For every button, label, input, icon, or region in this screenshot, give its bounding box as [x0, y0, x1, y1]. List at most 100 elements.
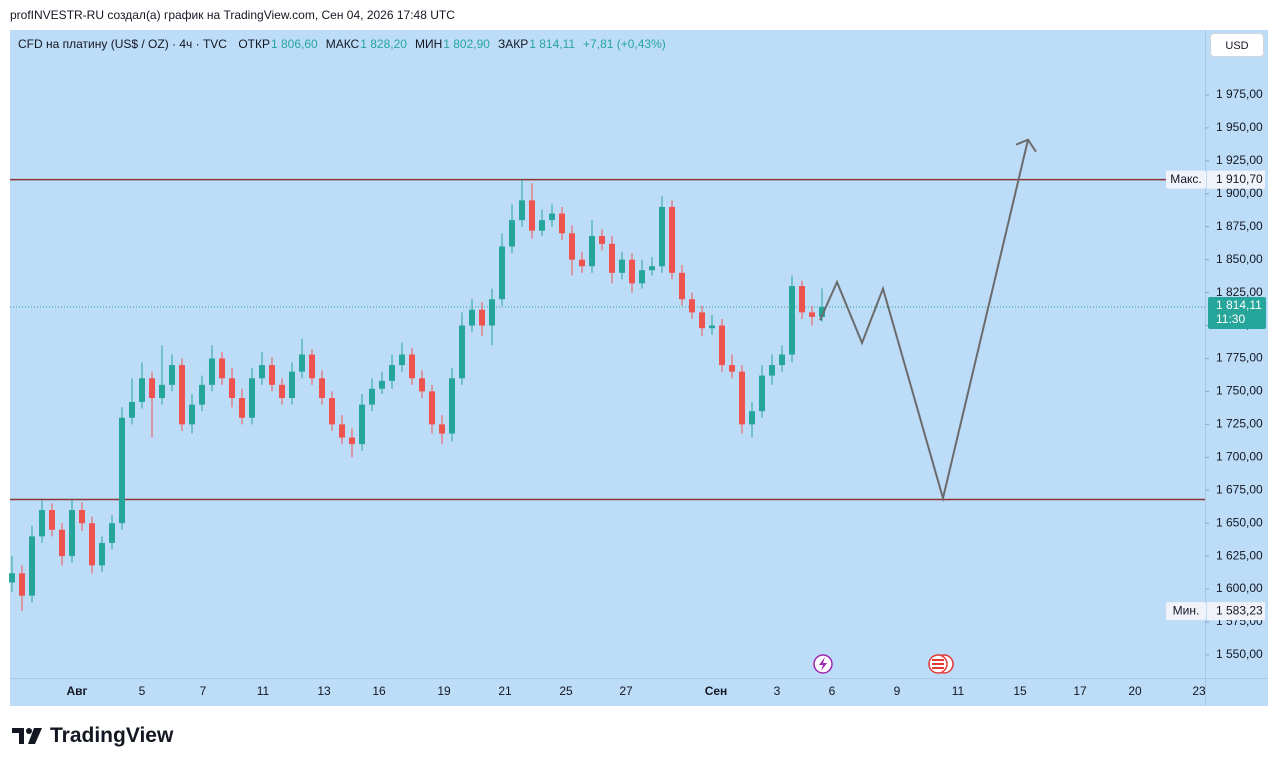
- x-tick-label: 13: [317, 684, 331, 698]
- candle-body: [599, 235, 605, 244]
- candle-body: [419, 378, 425, 392]
- candle-body: [429, 391, 435, 425]
- x-tick-label: 7: [200, 684, 207, 698]
- candle-body: [349, 437, 355, 445]
- stat-name: ОТКР: [238, 37, 270, 51]
- event-icon: [928, 654, 954, 674]
- candle-body: [499, 246, 505, 300]
- extreme-tag: Мин.: [1173, 603, 1200, 617]
- candle-body: [219, 358, 225, 379]
- candle-body: [389, 365, 395, 381]
- candle-body: [319, 378, 325, 399]
- y-tick-label: 1 900,00: [1216, 186, 1263, 200]
- candle-body: [669, 206, 675, 273]
- candle-body: [19, 573, 25, 596]
- candle-body: [239, 398, 245, 418]
- last-price-label: 1 814,11: [1216, 298, 1262, 312]
- x-tick-label: 21: [498, 684, 512, 698]
- forecast-arrowhead: [1015, 138, 1037, 153]
- candle-body: [579, 259, 585, 267]
- candle-body: [489, 299, 495, 326]
- candle-body: [749, 411, 755, 425]
- candle-body: [109, 523, 115, 543]
- stat-value: 1 806,60: [270, 37, 318, 51]
- candle-body: [259, 365, 265, 379]
- candle-body: [689, 299, 695, 313]
- y-tick-label: 1 700,00: [1216, 449, 1263, 463]
- stat-value: 1 828,20: [360, 37, 407, 51]
- candle-body: [679, 272, 685, 300]
- candle-body: [589, 235, 595, 267]
- candle-body: [279, 384, 285, 399]
- event-icon: [813, 654, 833, 674]
- candle-body: [799, 286, 805, 313]
- extreme-value: 1 910,70: [1216, 172, 1263, 186]
- candle-body: [759, 375, 765, 412]
- extreme-value-box: [1207, 170, 1265, 189]
- chart-background: [10, 30, 1268, 706]
- candle-body: [379, 380, 385, 389]
- candle-body: [619, 259, 625, 273]
- y-tick-label: 1 875,00: [1216, 219, 1263, 233]
- x-tick-label: 15: [1013, 684, 1027, 698]
- candle-body: [249, 378, 255, 418]
- candle-body: [629, 259, 635, 284]
- candle-body: [709, 325, 715, 329]
- x-tick-label: 17: [1073, 684, 1087, 698]
- candle-body: [329, 398, 335, 425]
- candle-body: [179, 365, 185, 425]
- symbol-title: CFD на платину (US$ / OZ) · 4ч · TVC: [18, 37, 227, 51]
- candle-body: [39, 510, 45, 537]
- candle-body: [539, 220, 545, 231]
- candle-body: [529, 200, 535, 231]
- currency-button[interactable]: USD: [1210, 33, 1264, 57]
- candle-body: [199, 384, 205, 405]
- last-price-box: [1208, 296, 1266, 329]
- x-tick-label: Сен: [705, 684, 728, 698]
- legend: CFD на платину (US$ / OZ) · 4ч · TVC USD…: [18, 37, 674, 51]
- candle-body: [129, 401, 135, 418]
- candle-body: [609, 243, 615, 273]
- x-tick-label: 25: [559, 684, 573, 698]
- x-tick-label: 9: [894, 684, 901, 698]
- x-tick-label: 5: [139, 684, 146, 698]
- x-tick-label: 27: [619, 684, 633, 698]
- extreme-tag: Макс.: [1170, 172, 1202, 186]
- y-tick-label: 1 550,00: [1216, 647, 1263, 661]
- candle-body: [9, 573, 15, 583]
- forecast-path: [819, 139, 1029, 503]
- candle-body: [769, 365, 775, 376]
- y-tick-label: 1 975,00: [1216, 87, 1263, 101]
- x-tick-label: 11: [952, 684, 965, 698]
- candle-body: [399, 354, 405, 366]
- countdown: 11:30: [1216, 312, 1245, 326]
- candle-body: [509, 220, 515, 247]
- candle-body: [59, 529, 65, 557]
- y-tick-label: 1 775,00: [1216, 351, 1263, 365]
- candle-body: [729, 365, 735, 372]
- candle-body: [359, 404, 365, 445]
- candle-body: [779, 354, 785, 366]
- logo: TradingView: [12, 724, 173, 748]
- extreme-tag-box: [1166, 602, 1206, 621]
- y-tick-label: 1 750,00: [1216, 384, 1263, 398]
- candle-body: [459, 325, 465, 379]
- stat-value: 1 814,11: [529, 37, 576, 51]
- candle-body: [809, 312, 815, 317]
- candle-body: [169, 365, 175, 385]
- x-tick-label: Авг: [66, 684, 87, 698]
- y-tick-label: 1 600,00: [1216, 581, 1263, 595]
- candle-body: [139, 378, 145, 402]
- y-tick-label: 1 725,00: [1216, 417, 1263, 431]
- candle-body: [79, 510, 85, 524]
- candle-body: [569, 233, 575, 260]
- y-tick-label: 1 675,00: [1216, 482, 1263, 496]
- extreme-value: 1 583,23: [1216, 603, 1263, 617]
- x-tick-label: 20: [1128, 684, 1142, 698]
- candle-body: [99, 542, 105, 566]
- candle-body: [439, 424, 445, 434]
- extreme-value-box: [1207, 602, 1265, 621]
- extreme-tag-box: [1166, 170, 1206, 189]
- candle-body: [119, 417, 125, 524]
